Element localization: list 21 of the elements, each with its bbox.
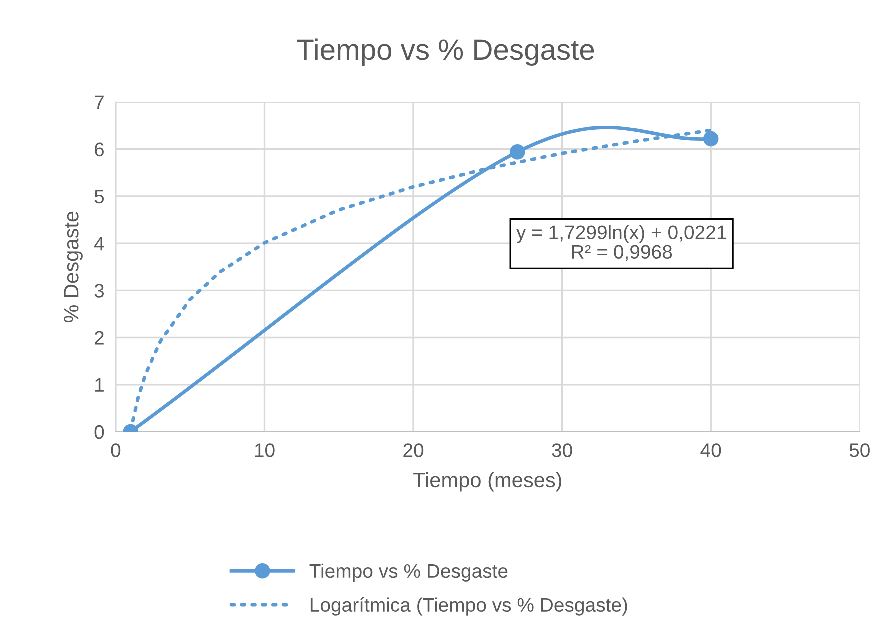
y-tick-label: 6 [95,142,104,157]
y-axis-title: % Desgaste [64,212,83,323]
annotation: y = 1,7299ln(x) + 0,0221 [516,225,726,244]
y-tick-label: 3 [94,284,104,298]
x-tick-label: 20 [404,444,424,458]
y-tick-label: 0 [94,425,104,440]
legend-label: Tiempo vs % Desgaste [310,564,508,582]
x-tick-label: 30 [552,444,572,458]
chart-title: Tiempo vs % Desgaste [297,38,594,66]
x-tick-label: 10 [255,444,275,458]
legend-label: Logarítmica (Tiempo vs % Desgaste) [310,598,628,616]
y-tick-label: 5 [94,190,104,204]
x-tick-label: 50 [850,444,870,458]
y-tick-label: 2 [95,331,104,345]
annotation: R² = 0,9968 [572,245,672,262]
y-tick-label: 7 [95,96,104,110]
x-axis-title: Tiempo (meses) [414,472,562,492]
y-tick-label: 1 [96,378,104,392]
x-tick-label: 0 [111,444,121,458]
x-tick-label: 40 [700,444,722,458]
y-tick-label: 4 [94,237,104,251]
